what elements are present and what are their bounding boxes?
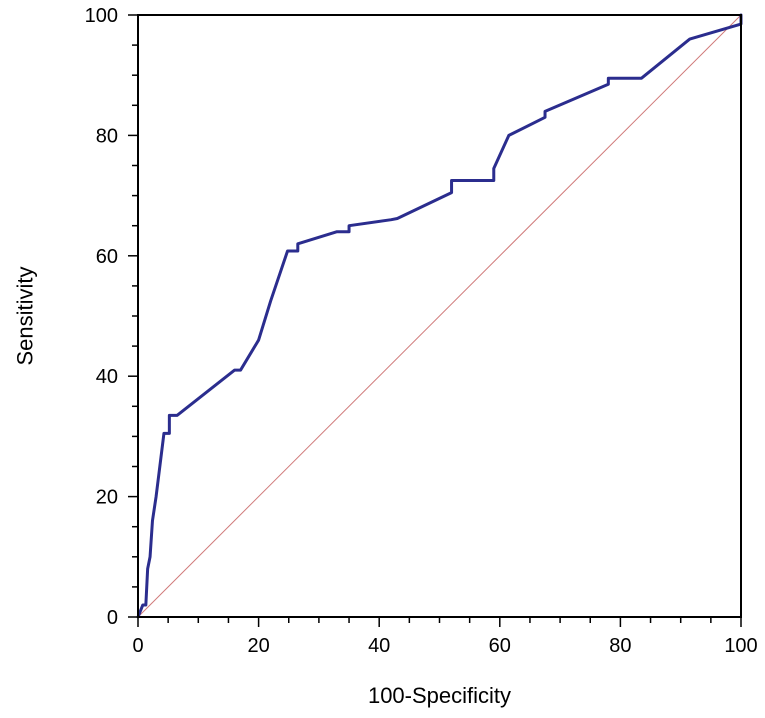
x-tick-label: 100	[724, 635, 757, 657]
x-tick-label: 80	[609, 635, 631, 657]
y-tick-label: 80	[96, 125, 118, 147]
y-axis-label: Sensitivity	[13, 266, 38, 365]
x-axis-label: 100-Specificity	[368, 683, 511, 708]
y-tick-labels: 0 20 40 60 80 100	[85, 5, 118, 629]
y-tick-label: 40	[96, 366, 118, 388]
x-tick-label: 40	[368, 635, 390, 657]
reference-diagonal-line	[137, 14, 742, 618]
y-tick-label: 0	[107, 607, 118, 629]
tick-marks	[128, 14, 742, 627]
y-tick-label: 60	[96, 246, 118, 268]
reference-diagonal-layer	[137, 14, 742, 618]
x-tick-labels: 0 20 40 60 80 100	[132, 635, 757, 657]
roc-curve-layer	[136, 13, 743, 619]
x-tick-label: 0	[132, 635, 143, 657]
y-tick-label: 100	[85, 5, 118, 27]
roc-curve-line	[136, 13, 743, 619]
x-tick-label: 60	[489, 635, 511, 657]
x-tick-label: 20	[247, 635, 269, 657]
y-tick-label: 20	[96, 487, 118, 509]
